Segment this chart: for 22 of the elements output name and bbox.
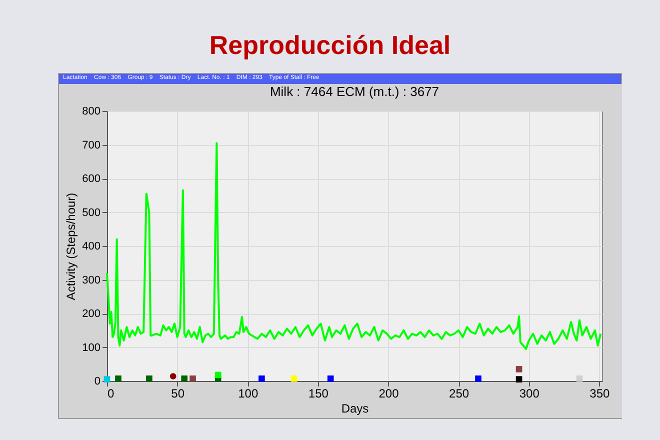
y-tick-label: 800 bbox=[82, 106, 100, 118]
y-tick-label: 600 bbox=[82, 173, 100, 185]
y-tick-label: 200 bbox=[82, 308, 100, 320]
y-tick-label: 700 bbox=[82, 139, 100, 152]
x-tick-label: 350 bbox=[590, 386, 610, 400]
x-tick-label: 50 bbox=[171, 386, 185, 400]
x-axis-title: Days bbox=[341, 402, 369, 416]
line-series bbox=[106, 142, 602, 350]
chart-subtitle: Milk : 7464 ECM (m.t.) : 3677 bbox=[270, 84, 440, 99]
chart-title: Reproducción Ideal bbox=[208, 29, 452, 62]
y-axis-title: Activity (Steps/hour) bbox=[64, 192, 78, 300]
x-tick-label: 200 bbox=[378, 386, 400, 400]
y-tick-label: 0 bbox=[94, 376, 100, 388]
x-tick-label: 100 bbox=[238, 386, 258, 400]
y-tick-label: 400 bbox=[82, 240, 100, 252]
x-tick-label: 300 bbox=[519, 386, 540, 400]
x-tick-label: 250 bbox=[449, 386, 470, 400]
y-tick-label: 500 bbox=[82, 206, 100, 219]
y-tick-label: 100 bbox=[82, 342, 100, 354]
y-tick-label: 300 bbox=[82, 274, 100, 286]
x-tick-label: 0 bbox=[108, 386, 114, 400]
x-tick-label: 150 bbox=[308, 386, 329, 400]
